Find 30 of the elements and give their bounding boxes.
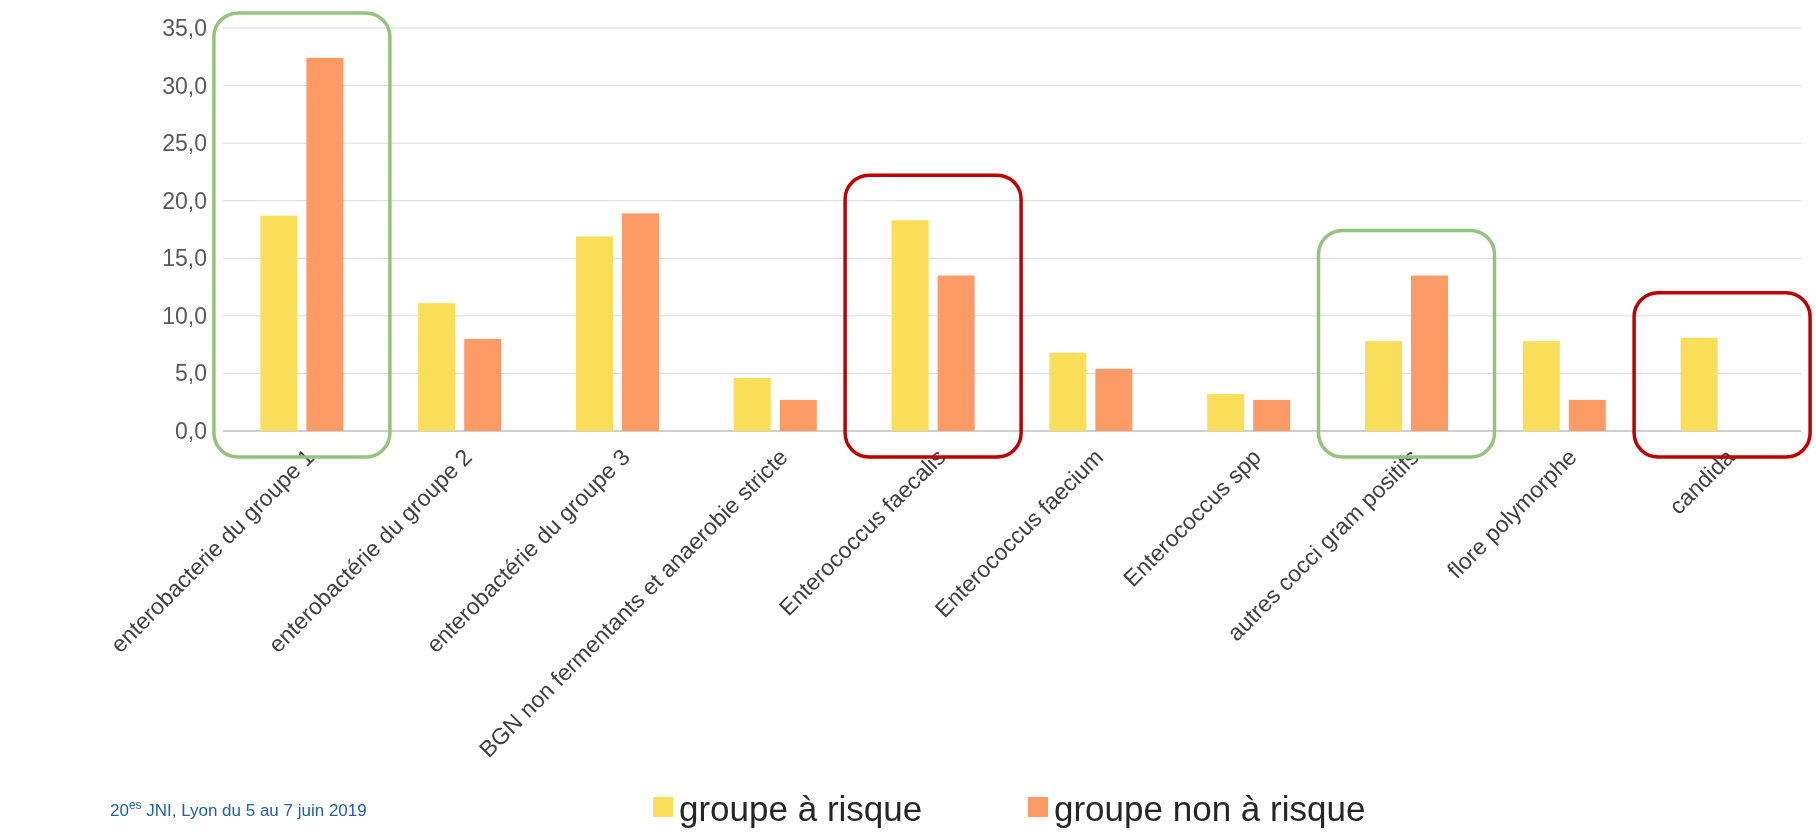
bar [1680, 337, 1718, 431]
bar [576, 236, 613, 431]
y-tick-label: 10,0 [162, 302, 207, 329]
bar [306, 57, 344, 431]
bar [622, 213, 659, 431]
bar [260, 215, 298, 431]
bar [1365, 341, 1402, 431]
text: 20$^{es}$ JNI, Lyon du 5 au 7 juin 2019 [110, 798, 367, 820]
bar [418, 303, 456, 431]
bar [733, 378, 771, 431]
y-tick-label: 15,0 [162, 245, 207, 272]
bar [891, 220, 929, 431]
y-tick-label: 25,0 [162, 130, 207, 157]
bar [1253, 399, 1291, 431]
bar [1411, 275, 1448, 431]
bar [1207, 394, 1245, 431]
y-tick-label: 0,0 [175, 418, 207, 445]
bar [1522, 341, 1560, 431]
legend-label: groupe à risque [679, 789, 923, 829]
bar [1568, 399, 1606, 431]
legend-label: groupe non à risque [1054, 789, 1366, 829]
y-tick-label: 30,0 [162, 72, 207, 99]
bar [464, 338, 502, 431]
bar [779, 399, 817, 431]
y-tick-label: 5,0 [175, 360, 207, 387]
y-tick-label: 20,0 [162, 187, 207, 214]
y-tick-label: 35,0 [162, 15, 207, 42]
bar [1049, 352, 1087, 431]
bar [1095, 368, 1133, 431]
bar [937, 275, 975, 431]
